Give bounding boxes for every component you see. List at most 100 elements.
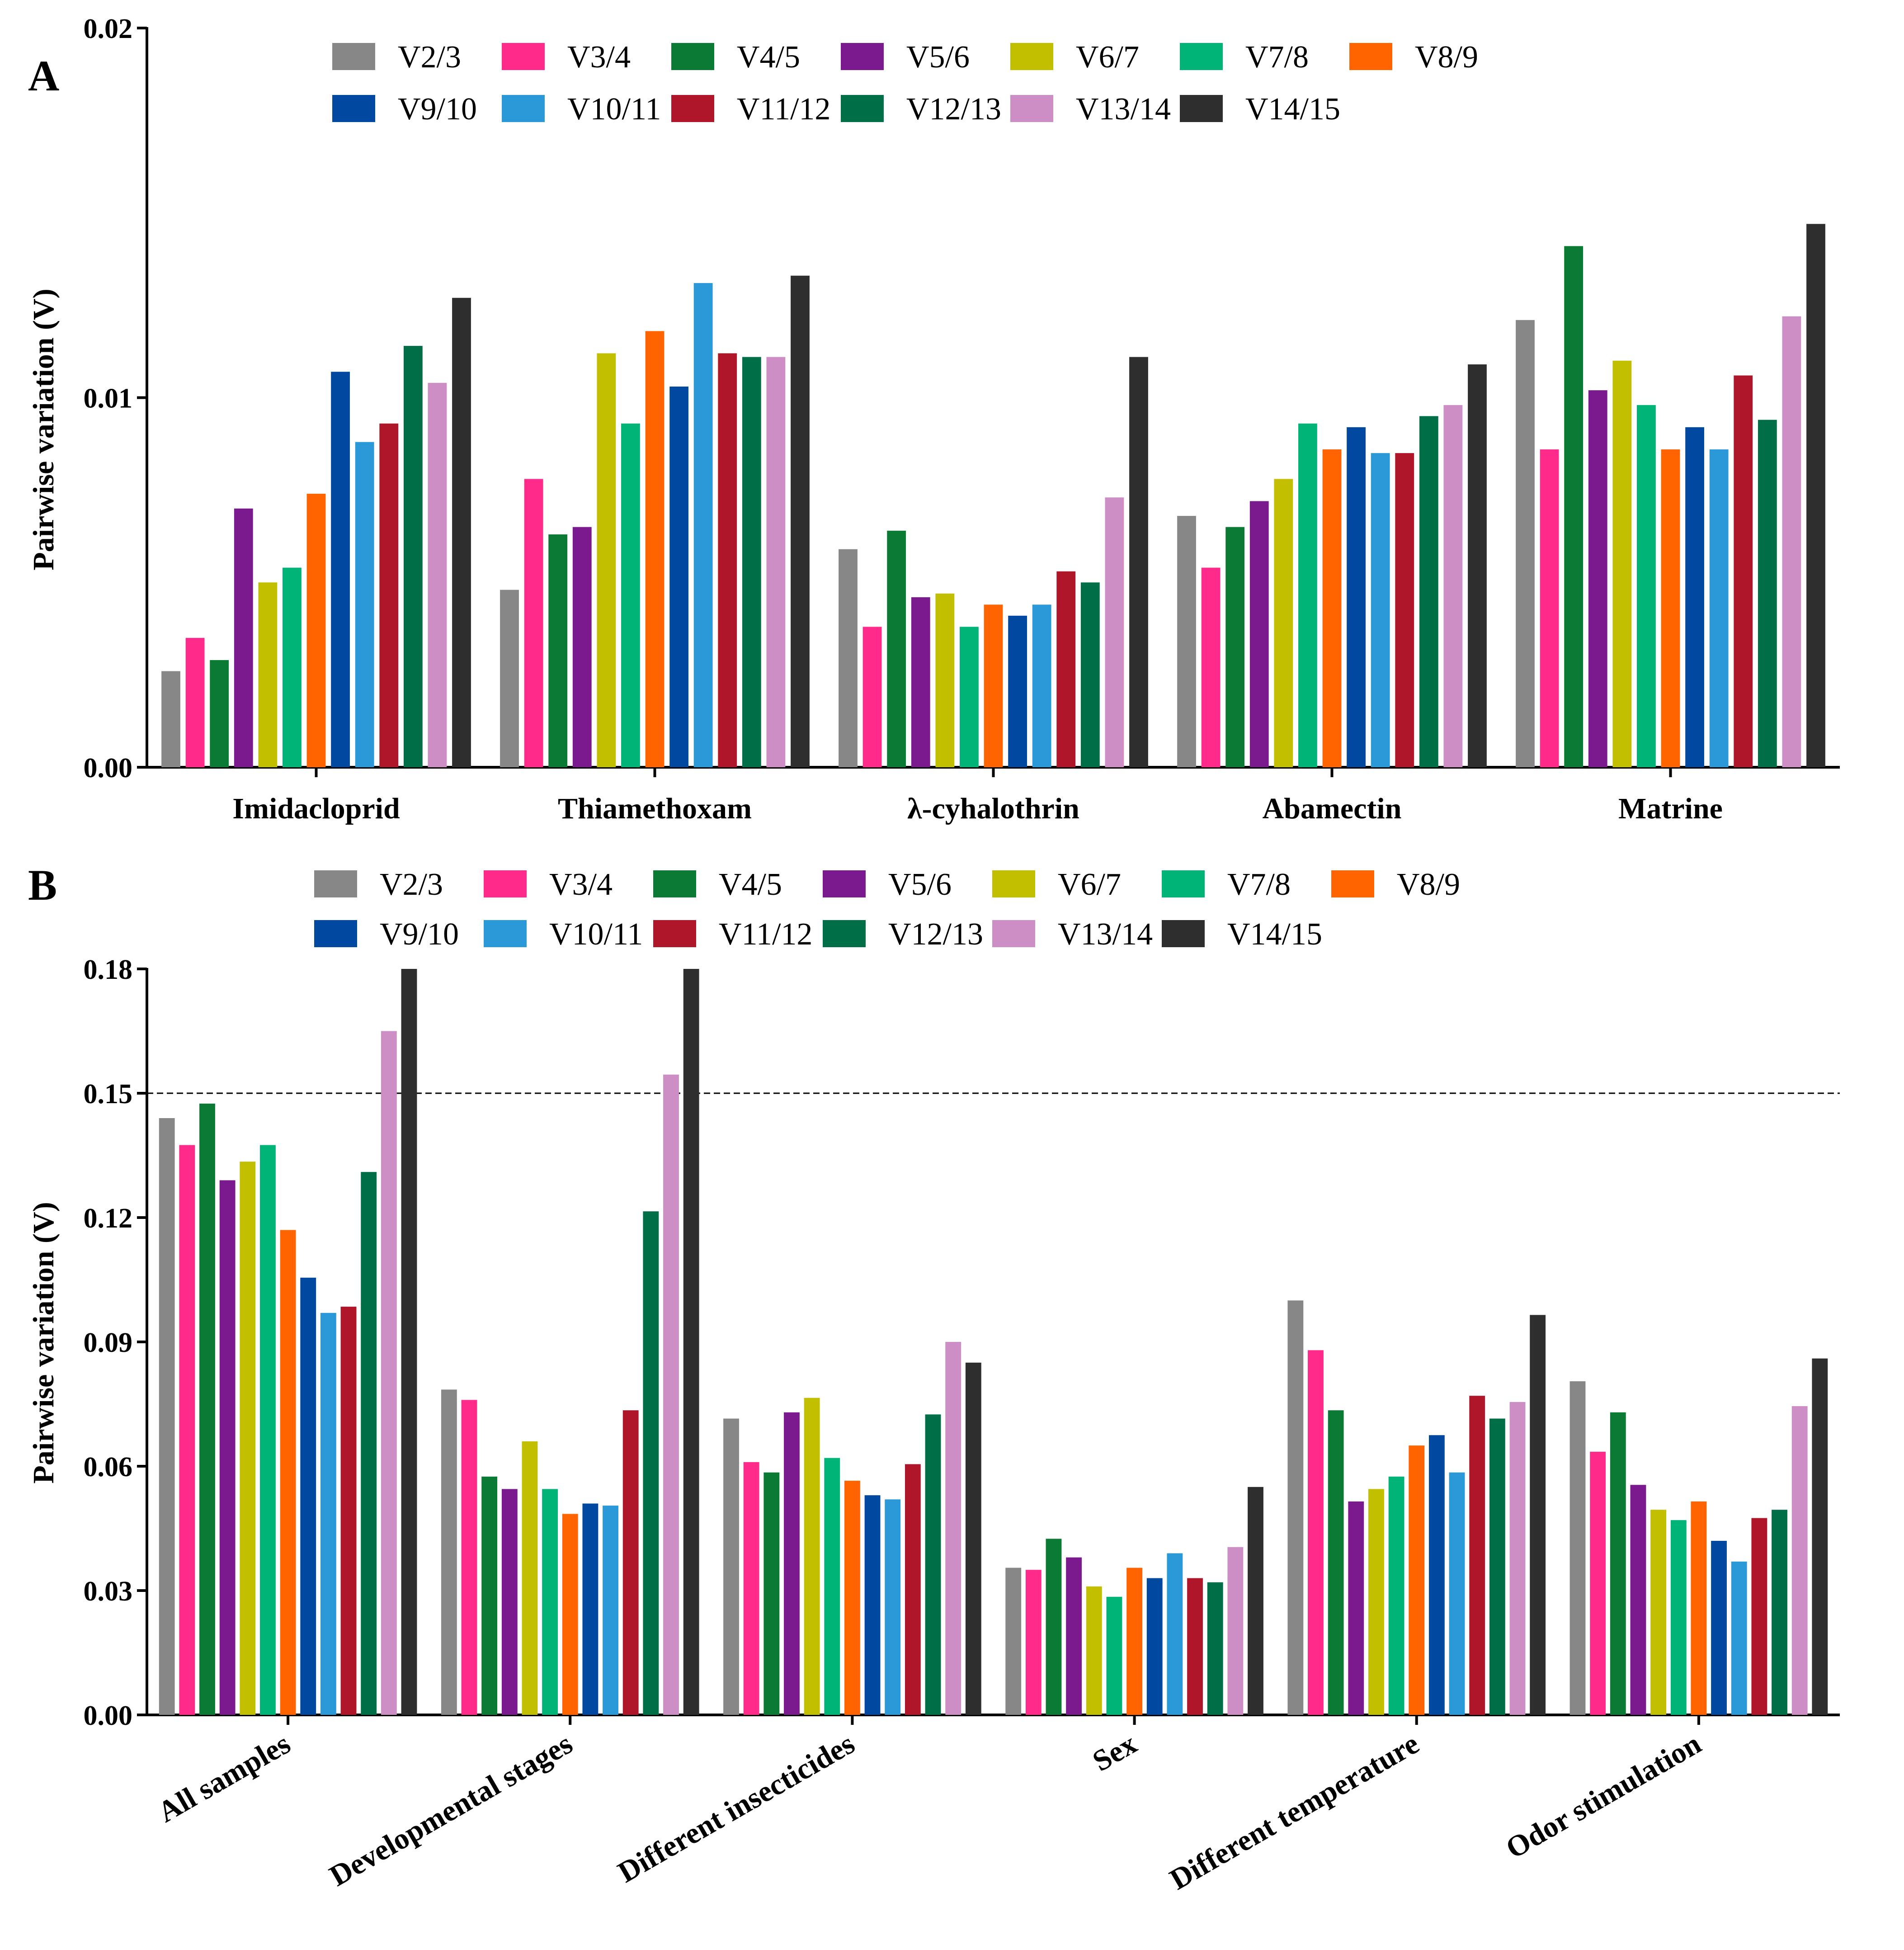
bar-v7-8-abamectin [1298, 423, 1317, 767]
legend-swatch-v5-6 [823, 870, 866, 897]
bar-v13-14-developmental-stages [663, 1074, 679, 1715]
bar-v9-10-all-samples [300, 1277, 316, 1715]
bar-v10-11-matrine [1709, 449, 1729, 767]
legend-label-v2-3: V2/3 [380, 867, 443, 902]
bar-v3-4-different-temperature [1308, 1350, 1324, 1715]
bar-v11-12-abamectin [1395, 453, 1414, 767]
legend-label-v9-10: V9/10 [398, 92, 477, 127]
bar-v9-10-sex [1146, 1578, 1163, 1715]
y-tick-label: 0.00 [84, 1700, 133, 1731]
category-label-sex: Sex [1087, 1727, 1142, 1778]
legend-swatch-v4-5 [653, 870, 696, 897]
legend-swatch-v8-9 [1331, 870, 1374, 897]
bar-v3-4-thiamethoxam [524, 479, 543, 767]
legend-swatch-v2-3 [332, 43, 375, 70]
legend-swatch-v6-7 [992, 870, 1035, 897]
legend-swatch-v13-14 [992, 920, 1035, 947]
bar-v14-15-cyhalothrin [1129, 357, 1148, 767]
bar-v14-15-different-temperature [1530, 1315, 1546, 1715]
bar-v6-7-different-temperature [1368, 1489, 1384, 1715]
bar-v13-14-different-temperature [1509, 1402, 1526, 1715]
bar-v8-9-matrine [1661, 449, 1680, 767]
bar-v9-10-different-insecticides [864, 1495, 881, 1715]
bar-v2-3-odor-stimulation [1569, 1381, 1586, 1715]
bar-v3-4-all-samples [179, 1145, 195, 1715]
legend-label-v11-12: V11/12 [737, 92, 830, 127]
legend-label-v2-3: V2/3 [398, 40, 461, 75]
bar-v13-14-sex [1227, 1547, 1244, 1715]
bar-v9-10-matrine [1685, 427, 1704, 767]
category-label-matrine: Matrine [1618, 792, 1723, 825]
bar-v14-15-all-samples [401, 969, 417, 1715]
bar-v14-15-different-insecticides [965, 1362, 981, 1715]
bar-v4-5-cyhalothrin [887, 530, 906, 767]
bar-v14-15-abamectin [1468, 364, 1487, 767]
y-tick-label: 0.06 [84, 1452, 133, 1483]
bar-v12-13-different-temperature [1489, 1418, 1505, 1715]
y-axis-label-b: Pairwise variation (V) [27, 1202, 60, 1483]
bar-v11-12-matrine [1734, 375, 1753, 767]
bar-v5-6-imidacloprid [234, 508, 253, 767]
bar-v10-11-developmental-stages [603, 1506, 618, 1715]
bar-v5-6-all-samples [219, 1180, 236, 1715]
y-tick-label: 0.18 [84, 954, 133, 985]
bar-v4-5-sex [1046, 1539, 1062, 1715]
bar-v5-6-thiamethoxam [572, 527, 592, 767]
legend-label-v8-9: V8/9 [1397, 867, 1460, 902]
bar-v8-9-thiamethoxam [645, 331, 665, 767]
category-label-all-samples: All samples [152, 1727, 296, 1829]
legend-swatch-v12-13 [841, 95, 884, 122]
bar-v9-10-thiamethoxam [669, 386, 688, 767]
bar-v3-4-matrine [1540, 449, 1559, 767]
bar-v8-9-cyhalothrin [984, 604, 1003, 767]
bar-v7-8-matrine [1637, 405, 1656, 767]
legend-label-v13-14: V13/14 [1058, 917, 1153, 952]
legend-label-v3-4: V3/4 [567, 40, 631, 75]
bar-v7-8-odor-stimulation [1670, 1520, 1687, 1715]
bar-v3-4-developmental-stages [461, 1400, 477, 1715]
bar-v9-10-developmental-stages [582, 1503, 599, 1715]
bar-v12-13-imidacloprid [403, 346, 423, 767]
y-tick-label: 0.12 [84, 1203, 133, 1234]
panel-b-letter: B [28, 861, 57, 909]
bar-v2-3-different-temperature [1287, 1300, 1304, 1715]
bar-v8-9-different-temperature [1409, 1445, 1425, 1715]
bar-v13-14-odor-stimulation [1791, 1406, 1808, 1715]
legend-label-v13-14: V13/14 [1076, 92, 1171, 127]
y-tick-label: 0.00 [84, 753, 133, 784]
bar-v4-5-abamectin [1225, 527, 1245, 767]
bar-v5-6-odor-stimulation [1630, 1485, 1646, 1715]
bar-v10-11-different-temperature [1449, 1472, 1465, 1715]
bar-v12-13-developmental-stages [643, 1211, 659, 1715]
bar-v10-11-odor-stimulation [1731, 1561, 1747, 1715]
bar-v13-14-different-insecticides [945, 1342, 961, 1715]
panel-b: B V2/3 V3/4 V4/5 V5/6 V6/7 V7/8 V8/9 V9/10 V10/1… [27, 861, 1840, 1896]
bar-v5-6-abamectin [1249, 501, 1269, 767]
legend-a: V2/3 V3/4 V4/5 V5/6 V6/7 V7/8 V8/9 V9/10 V10/11 V… [332, 40, 1478, 127]
bar-v6-7-matrine [1612, 360, 1632, 767]
bar-v4-5-thiamethoxam [548, 534, 568, 767]
bar-v2-3-cyhalothrin [839, 549, 858, 767]
bar-v8-9-abamectin [1322, 449, 1342, 767]
legend-swatch-v11-12 [671, 95, 714, 122]
bar-v12-13-odor-stimulation [1772, 1510, 1787, 1715]
bar-v7-8-developmental-stages [542, 1489, 558, 1715]
bar-v10-11-different-insecticides [885, 1499, 901, 1715]
bar-v6-7-sex [1086, 1586, 1102, 1715]
category-label-thiamethoxam: Thiamethoxam [558, 792, 752, 825]
bar-v5-6-matrine [1588, 390, 1607, 767]
bar-v7-8-sex [1106, 1596, 1122, 1715]
category-label-imidacloprid: Imidacloprid [232, 792, 400, 825]
bar-v10-11-all-samples [320, 1313, 336, 1715]
legend-swatch-v5-6 [841, 43, 884, 70]
bar-v6-7-abamectin [1274, 479, 1293, 767]
legend-swatch-v4-5 [671, 43, 714, 70]
legend-swatch-v14-15 [1180, 95, 1223, 122]
bar-v12-13-sex [1207, 1582, 1223, 1715]
bar-v11-12-sex [1187, 1578, 1203, 1715]
bar-v5-6-developmental-stages [501, 1489, 518, 1715]
legend-swatch-v3-4 [502, 43, 545, 70]
bar-v11-12-developmental-stages [622, 1410, 639, 1715]
bar-v9-10-different-temperature [1428, 1435, 1445, 1715]
bar-v8-9-sex [1126, 1568, 1142, 1715]
